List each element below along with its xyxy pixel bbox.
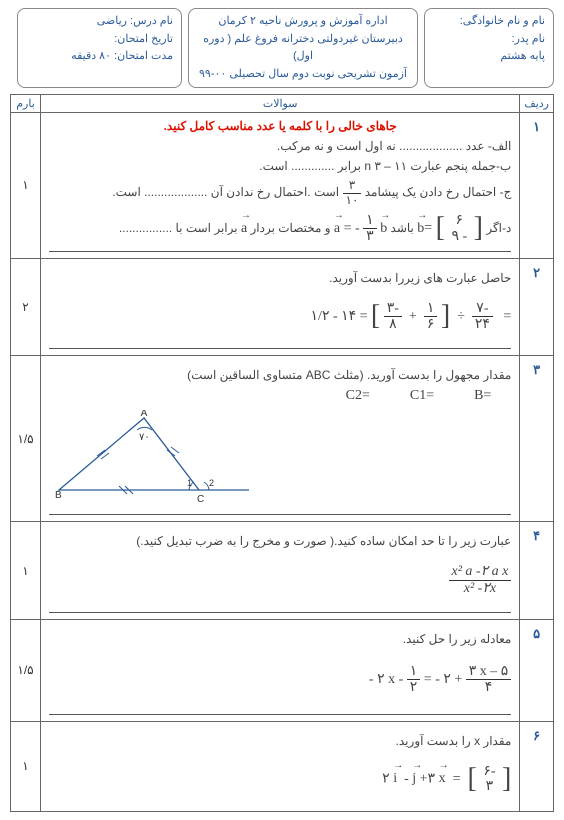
q1-b: ب-جمله پنجم عبارت ۱۱ – n ۳ برابر .......… bbox=[49, 159, 511, 173]
q2-title: حاصل عبارت های زیررا بدست آورید. bbox=[49, 271, 511, 285]
header: نام و نام خانوادگی: نام پدر: پایه هشتم ا… bbox=[10, 8, 554, 88]
th-num: ردیف bbox=[520, 95, 554, 113]
q5-body: معادله زیر را حل کنید. - ۲ x - ۱۲ = - ۲ … bbox=[41, 620, 520, 722]
hdr-father-label: نام پدر: bbox=[433, 31, 545, 49]
q3-marks: ۱/۵ bbox=[11, 356, 41, 522]
th-q: سوالات bbox=[41, 95, 520, 113]
q5-num: ۵ bbox=[520, 620, 554, 722]
questions-table: ردیف سوالات بارم ۱ جاهای خالی را با کلمه… bbox=[10, 94, 554, 811]
svg-text:C: C bbox=[197, 494, 204, 505]
hdr-subject: نام درس: ریاضی bbox=[26, 13, 173, 31]
q3-C2: C2= bbox=[346, 388, 370, 404]
q2-expr1: [ ۳-۸ + ۱۶ ] ÷ ۷-۲۴ = bbox=[371, 301, 511, 333]
q1-a: الف- عدد ................... نه اول است … bbox=[49, 139, 511, 153]
svg-text:A: A bbox=[141, 410, 148, 419]
q6-title: مقدار x را بدست آورید. bbox=[49, 734, 511, 748]
q4-num-expr: x² a -۲ a x bbox=[449, 564, 512, 580]
q3-title: مقدار مجهول را بدست آورید. (مثلث ABC متس… bbox=[49, 368, 511, 382]
q6-expr: ۲ i - j +۳ x = [ ۶- ۳ ] bbox=[382, 764, 511, 795]
svg-text:2: 2 bbox=[209, 478, 214, 488]
q1-instruction: جاهای خالی را با کلمه یا عدد مناسب کامل … bbox=[49, 119, 511, 133]
divider bbox=[49, 251, 511, 252]
vec-a: a bbox=[334, 219, 340, 237]
header-left: نام درس: ریاضی تاریخ امتحان: مدت امتحان:… bbox=[17, 8, 182, 88]
vec-b: b bbox=[417, 219, 424, 237]
q1-num: ۱ bbox=[520, 113, 554, 258]
svg-text:۷۰: ۷۰ bbox=[139, 432, 150, 443]
q5-marks: ۱/۵ bbox=[11, 620, 41, 722]
q4-body: عبارت زیر را تا حد امکان ساده کنید.( صور… bbox=[41, 522, 520, 620]
header-center: اداره آموزش و پرورش ناحیه ۲ کرمان دبیرست… bbox=[188, 8, 418, 88]
q2-num: ۲ bbox=[520, 258, 554, 356]
frac-3-10: ۳ ۱۰ bbox=[343, 179, 362, 206]
row-q5: ۵ معادله زیر را حل کنید. - ۲ x - ۱۲ = - … bbox=[11, 620, 554, 722]
q2-expr2: ۱/۲ - ۱۴ = bbox=[311, 308, 368, 325]
svg-text:1: 1 bbox=[187, 478, 192, 488]
q4-den-expr: x² -۲x bbox=[449, 581, 512, 596]
q3-C1: C1= bbox=[410, 388, 434, 404]
row-q1: ۱ جاهای خالی را با کلمه یا عدد مناسب کام… bbox=[11, 113, 554, 258]
hdr-school: دبیرستان غیردولتی دخترانه فروغ علم ( دور… bbox=[197, 31, 409, 66]
header-right: نام و نام خانوادگی: نام پدر: پایه هشتم bbox=[424, 8, 554, 88]
triangle-diagram: A B C ۷۰ 1 2 bbox=[49, 410, 511, 508]
row-q3: ۳ مقدار مجهول را بدست آورید. (مثلث ABC م… bbox=[11, 356, 554, 522]
q1-d: د-اگر b= [ ۶ ۹ - ] باشد a = - bbox=[49, 213, 511, 245]
q5-expr: - ۲ x - ۱۲ = - ۲ + ۳ x – ۵۴ bbox=[369, 664, 511, 696]
hdr-date: تاریخ امتحان: bbox=[26, 31, 173, 49]
hdr-duration: مدت امتحان: ۸۰ دقیقه bbox=[26, 48, 173, 66]
hdr-exam: آزمون تشریحی نوبت دوم سال تحصیلی ۰۰-۹۹ bbox=[197, 66, 409, 84]
svg-text:B: B bbox=[55, 490, 62, 501]
row-q4: ۴ عبارت زیر را تا حد امکان ساده کنید.( ص… bbox=[11, 522, 554, 620]
q3-body: مقدار مجهول را بدست آورید. (مثلث ABC متس… bbox=[41, 356, 520, 522]
q4-title: عبارت زیر را تا حد امکان ساده کنید.( صور… bbox=[49, 534, 511, 548]
exam-page: نام و نام خانوادگی: نام پدر: پایه هشتم ا… bbox=[0, 0, 564, 820]
q4-marks: ۱ bbox=[11, 522, 41, 620]
hdr-grade: پایه هشتم bbox=[433, 48, 545, 66]
q5-title: معادله زیر را حل کنید. bbox=[49, 632, 511, 646]
th-m: بارم bbox=[11, 95, 41, 113]
q2-body: حاصل عبارت های زیررا بدست آورید. [ ۳-۸ +… bbox=[41, 258, 520, 356]
row-q2: ۲ حاصل عبارت های زیررا بدست آورید. [ ۳-۸… bbox=[11, 258, 554, 356]
q1-body: جاهای خالی را با کلمه یا عدد مناسب کامل … bbox=[41, 113, 520, 258]
hdr-org: اداره آموزش و پرورش ناحیه ۲ کرمان bbox=[197, 13, 409, 31]
q1-marks: ۱ bbox=[11, 113, 41, 258]
q3-num: ۳ bbox=[520, 356, 554, 522]
q4-num: ۴ bbox=[520, 522, 554, 620]
q1-c: ج- احتمال رخ دادن یک پیشامد ۳ ۱۰ است .اح… bbox=[49, 179, 511, 206]
q2-marks: ۲ bbox=[11, 258, 41, 356]
hdr-name-label: نام و نام خانوادگی: bbox=[433, 13, 545, 31]
q3-B: B= bbox=[474, 388, 491, 404]
